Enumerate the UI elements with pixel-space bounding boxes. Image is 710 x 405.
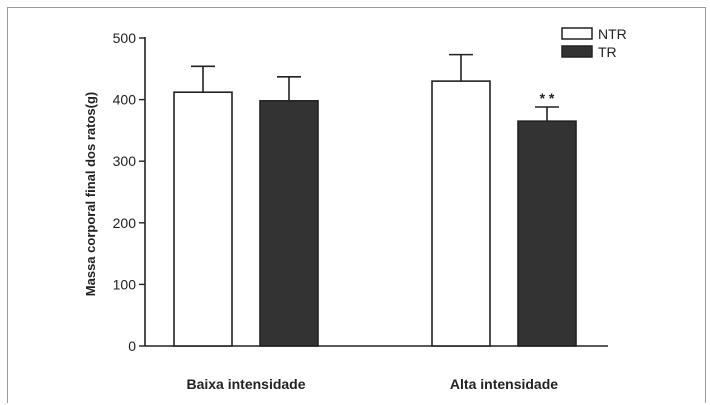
figure-frame (7, 7, 706, 403)
bar-ntr-2 (431, 80, 491, 347)
legend-label-tr: TR (598, 44, 617, 60)
significance-annotation: * * (540, 90, 555, 106)
bar-tr-2 (517, 120, 577, 347)
bars (173, 53, 577, 347)
legend-swatch-tr (561, 45, 593, 58)
legend: NTR TR (561, 26, 627, 60)
legend-label-ntr: NTR (598, 26, 627, 42)
labels: Massa corporal final dos ratos(g) * * Baix… (83, 90, 558, 392)
category-label: Alta intensidade (450, 376, 558, 392)
bar-ntr-1 (173, 91, 233, 347)
legend-swatch-ntr (561, 27, 593, 40)
y-tick-label: 500 (113, 30, 137, 46)
bar-tr-1 (259, 100, 319, 347)
y-tick-label: 100 (113, 276, 137, 292)
y-axis-label: Massa corporal final dos ratos(g) (83, 92, 98, 296)
y-tick-label: 400 (113, 92, 137, 108)
y-tick-label: 200 (113, 215, 137, 231)
y-tick-label: 300 (113, 153, 137, 169)
category-label: Baixa intensidade (186, 376, 305, 392)
y-tick-label: 0 (128, 338, 136, 354)
